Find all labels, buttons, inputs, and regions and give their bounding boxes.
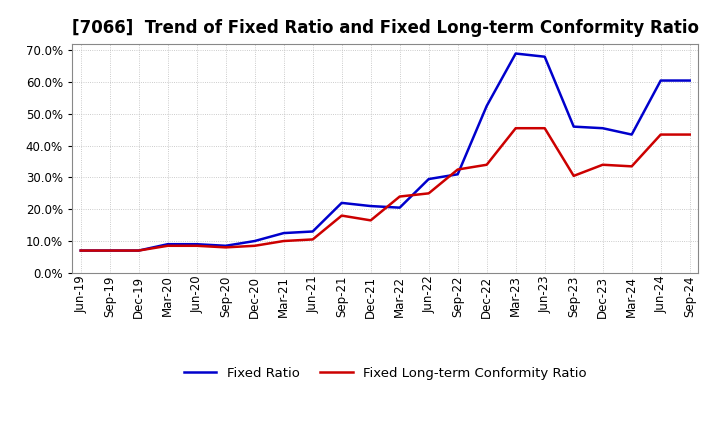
Fixed Ratio — [541, 54, 549, 59]
Fixed Long-term Conformity Ratio — [366, 218, 375, 223]
Fixed Long-term Conformity Ratio — [598, 162, 607, 167]
Fixed Long-term Conformity Ratio — [685, 132, 694, 137]
Fixed Ratio — [308, 229, 317, 234]
Fixed Long-term Conformity Ratio — [163, 243, 172, 249]
Fixed Long-term Conformity Ratio — [395, 194, 404, 199]
Fixed Long-term Conformity Ratio — [135, 248, 143, 253]
Fixed Ratio — [395, 205, 404, 210]
Line: Fixed Ratio: Fixed Ratio — [81, 54, 690, 250]
Fixed Ratio — [454, 172, 462, 177]
Fixed Ratio — [657, 78, 665, 83]
Fixed Long-term Conformity Ratio — [279, 238, 288, 244]
Fixed Long-term Conformity Ratio — [454, 167, 462, 172]
Fixed Ratio — [482, 103, 491, 109]
Fixed Ratio — [163, 242, 172, 247]
Fixed Ratio — [251, 238, 259, 244]
Fixed Ratio — [76, 248, 85, 253]
Fixed Ratio — [105, 248, 114, 253]
Fixed Long-term Conformity Ratio — [338, 213, 346, 218]
Fixed Ratio — [424, 176, 433, 182]
Fixed Ratio — [627, 132, 636, 137]
Fixed Long-term Conformity Ratio — [570, 173, 578, 179]
Fixed Long-term Conformity Ratio — [627, 164, 636, 169]
Fixed Long-term Conformity Ratio — [221, 245, 230, 250]
Fixed Ratio — [511, 51, 520, 56]
Fixed Long-term Conformity Ratio — [424, 191, 433, 196]
Fixed Ratio — [135, 248, 143, 253]
Fixed Long-term Conformity Ratio — [308, 237, 317, 242]
Fixed Ratio — [192, 242, 201, 247]
Fixed Long-term Conformity Ratio — [657, 132, 665, 137]
Fixed Long-term Conformity Ratio — [511, 125, 520, 131]
Fixed Long-term Conformity Ratio — [541, 125, 549, 131]
Line: Fixed Long-term Conformity Ratio: Fixed Long-term Conformity Ratio — [81, 128, 690, 250]
Fixed Ratio — [279, 231, 288, 236]
Fixed Long-term Conformity Ratio — [251, 243, 259, 249]
Fixed Long-term Conformity Ratio — [482, 162, 491, 167]
Fixed Ratio — [366, 203, 375, 209]
Fixed Ratio — [338, 200, 346, 205]
Fixed Ratio — [221, 243, 230, 249]
Title: [7066]  Trend of Fixed Ratio and Fixed Long-term Conformity Ratio: [7066] Trend of Fixed Ratio and Fixed Lo… — [72, 19, 698, 37]
Fixed Ratio — [685, 78, 694, 83]
Legend: Fixed Ratio, Fixed Long-term Conformity Ratio: Fixed Ratio, Fixed Long-term Conformity … — [179, 362, 592, 385]
Fixed Ratio — [570, 124, 578, 129]
Fixed Long-term Conformity Ratio — [192, 243, 201, 249]
Fixed Long-term Conformity Ratio — [76, 248, 85, 253]
Fixed Long-term Conformity Ratio — [105, 248, 114, 253]
Fixed Ratio — [598, 125, 607, 131]
